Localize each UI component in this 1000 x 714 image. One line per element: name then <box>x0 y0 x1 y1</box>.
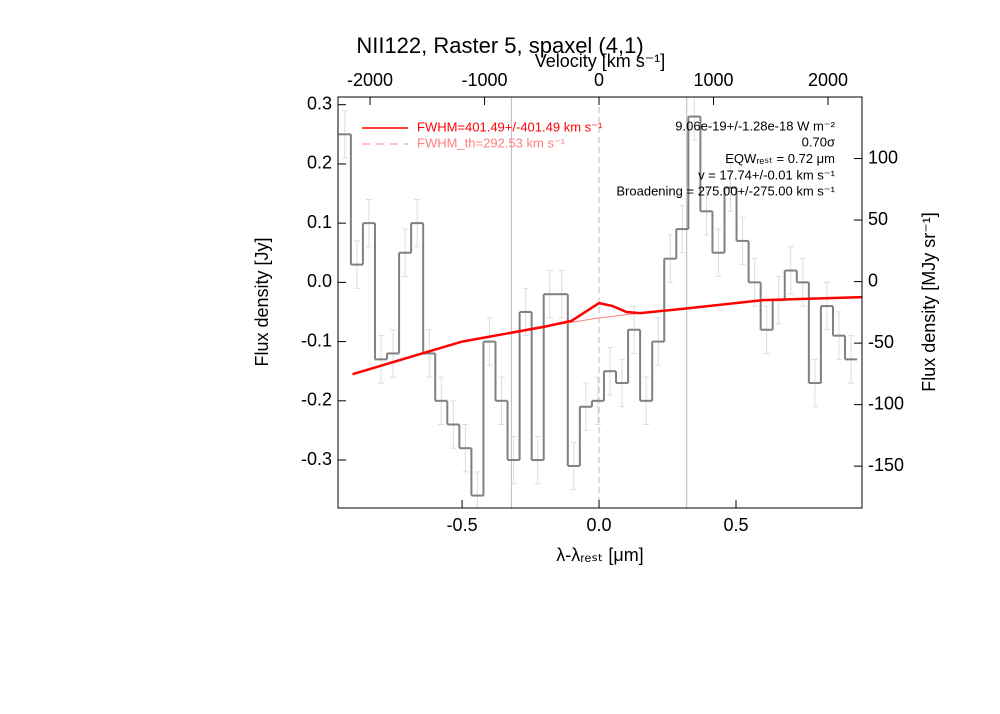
x2-tick-label: 2000 <box>808 70 848 90</box>
y-tick-label: 0.1 <box>307 212 332 232</box>
x2-axis-label: Velocity [km s⁻¹] <box>535 51 666 71</box>
annotation: 9.06e-19+/-1.28e-18 W m⁻² <box>675 118 835 133</box>
x-tick-label: 0.0 <box>587 515 612 535</box>
y2-tick-label: 100 <box>868 147 898 167</box>
model-line <box>352 295 862 376</box>
x-tick-label: 0.5 <box>723 515 748 535</box>
annotation: EQWᵣₑₛₜ = 0.72 μm <box>725 151 835 166</box>
y-tick-label: -0.3 <box>301 449 332 469</box>
x-axis-label: λ-λᵣₑₛₜ [μm] <box>556 545 643 565</box>
plot-area <box>338 97 862 508</box>
legend-label: FWHM_th=292.53 km s⁻¹ <box>417 135 566 150</box>
annotation: Broadening = 275.00+/-275.00 km s⁻¹ <box>616 184 835 199</box>
y2-tick-label: -150 <box>868 455 904 475</box>
y2-axis-label: Flux density [MJy sr⁻¹] <box>919 212 939 392</box>
y-tick-label: 0.3 <box>307 93 332 113</box>
x2-tick-label: 0 <box>594 70 604 90</box>
y-tick-label: 0.0 <box>307 271 332 291</box>
chart-title: NII122, Raster 5, spaxel (4,1) <box>356 33 643 58</box>
y-axis-label: Flux density [Jy] <box>252 237 272 366</box>
y2-tick-label: 0 <box>868 270 878 290</box>
y2-tick-label: 50 <box>868 209 888 229</box>
y2-tick-label: -100 <box>868 393 904 413</box>
x2-tick-label: -1000 <box>462 70 508 90</box>
x-tick-label: -0.5 <box>447 515 478 535</box>
legend-label: FWHM=401.49+/-401.49 km s⁻¹ <box>417 119 603 134</box>
annotation: 0.70σ <box>802 135 835 150</box>
y-tick-label: -0.1 <box>301 330 332 350</box>
y-tick-label: 0.2 <box>307 153 332 173</box>
y-tick-label: -0.2 <box>301 390 332 410</box>
y2-tick-label: -50 <box>868 332 894 352</box>
x2-tick-label: -2000 <box>347 70 393 90</box>
annotation: v = 17.74+/-0.01 km s⁻¹ <box>698 167 836 182</box>
plot-frame <box>337 96 863 509</box>
x2-tick-label: 1000 <box>693 70 733 90</box>
